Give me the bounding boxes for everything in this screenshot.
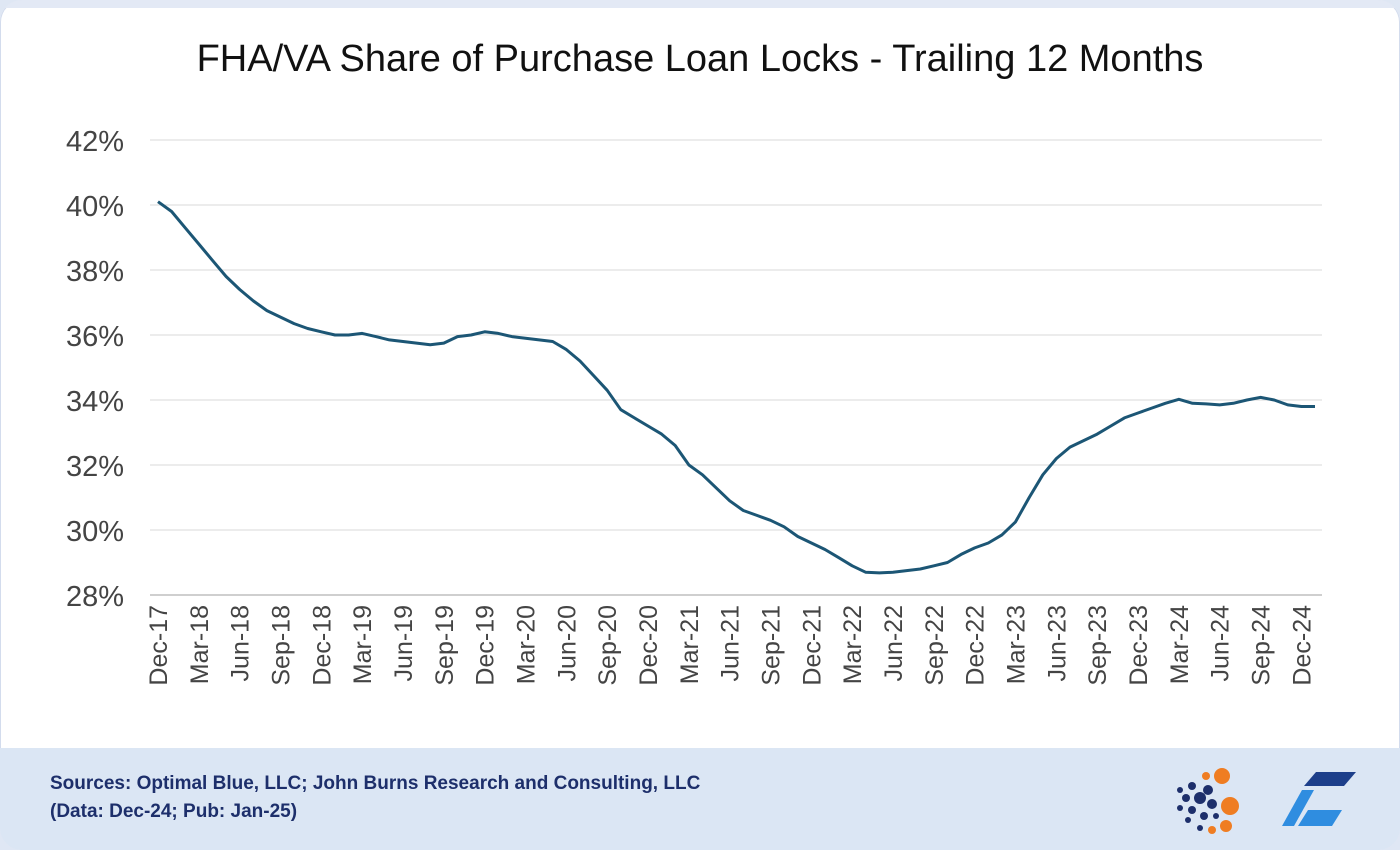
blue-parallelogram-logo-icon xyxy=(1282,772,1356,826)
x-tick-label: Mar-19 xyxy=(349,605,377,684)
x-tick-label: Mar-24 xyxy=(1166,605,1194,684)
x-tick-label: Dec-19 xyxy=(472,605,500,686)
grid-lines xyxy=(150,139,1322,531)
x-tick-label: Dec-24 xyxy=(1288,605,1316,686)
x-tick-label: Dec-21 xyxy=(798,605,826,686)
x-axis-tick-labels: Dec-17 Mar-18 Jun-18 Sep-18 Dec-18 Mar-19 Jun-… xyxy=(145,605,1316,686)
data-date-text: (Data: Dec-24; Pub: Jan-25) xyxy=(50,801,298,822)
y-tick-label: 36% xyxy=(66,321,124,353)
sources-text: Sources: Optimal Blue, LLC; John Burns R… xyxy=(50,773,701,794)
y-tick-label: 42% xyxy=(66,126,124,158)
x-tick-label: Jun-18 xyxy=(227,605,255,681)
x-tick-label: Mar-21 xyxy=(676,605,704,684)
x-tick-label: Sep-18 xyxy=(268,605,296,686)
x-tick-label: Dec-22 xyxy=(962,605,990,686)
top-strip xyxy=(0,0,1400,8)
x-tick-label: Mar-20 xyxy=(513,605,541,684)
dotted-circle-logo-icon xyxy=(1177,768,1239,834)
x-tick-label: Dec-23 xyxy=(1125,605,1153,686)
x-tick-label: Sep-19 xyxy=(431,605,459,686)
x-tick-label: Jun-24 xyxy=(1207,605,1235,682)
x-tick-label: Sep-21 xyxy=(758,605,786,686)
y-tick-label: 34% xyxy=(66,386,124,418)
y-tick-label: 28% xyxy=(66,581,124,613)
x-tick-label: Mar-23 xyxy=(1003,605,1031,684)
chart-title: FHA/VA Share of Purchase Loan Locks - Tr… xyxy=(196,38,1204,80)
footer-band xyxy=(0,748,1400,850)
source-note: Sources: Optimal Blue, LLC; John Burns R… xyxy=(50,770,700,826)
x-tick-label: Jun-23 xyxy=(1043,605,1071,681)
x-tick-label: Dec-18 xyxy=(308,605,336,686)
y-tick-label: 38% xyxy=(66,256,124,288)
x-tick-label: Jun-21 xyxy=(717,605,745,681)
y-tick-label: 40% xyxy=(66,191,124,223)
line-chart: 28% 30% 32% 34% 36% 38% 40% 42% Dec-17 Mar-18 Jun… xyxy=(66,126,1322,686)
x-tick-label: Mar-22 xyxy=(839,605,867,684)
series-line xyxy=(157,200,1315,575)
x-tick-label: Sep-22 xyxy=(921,605,949,686)
x-tick-label: Sep-23 xyxy=(1084,605,1112,686)
x-tick-label: Jun-19 xyxy=(390,605,418,681)
x-tick-label: Sep-24 xyxy=(1248,605,1276,686)
y-tick-label: 30% xyxy=(66,516,124,548)
x-tick-label: Dec-20 xyxy=(635,605,663,686)
x-tick-label: Jun-20 xyxy=(553,605,581,681)
y-tick-label: 32% xyxy=(66,451,124,483)
x-tick-label: Jun-22 xyxy=(880,605,908,681)
x-tick-label: Mar-18 xyxy=(186,605,214,684)
y-axis-tick-labels: 28% 30% 32% 34% 36% 38% 40% 42% xyxy=(66,126,124,613)
x-tick-label: Sep-20 xyxy=(594,605,622,686)
x-tick-label: Dec-17 xyxy=(145,605,173,686)
